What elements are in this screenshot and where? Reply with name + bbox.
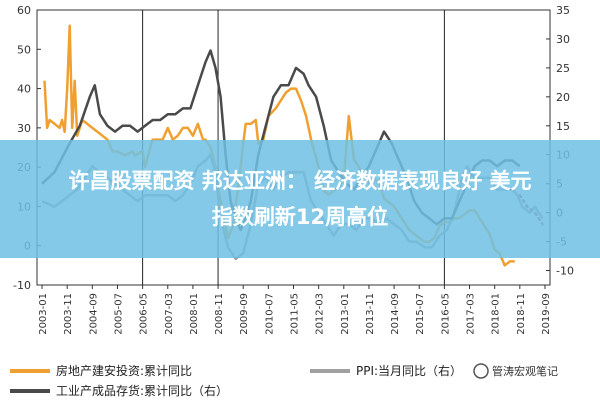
banner-line-1: 许昌股票配资 邦达亚洲： 经济数据表现良好 美元 [69,169,532,193]
x-tick-label: 2004-09 [88,293,99,335]
y-right-tick-label: 35 [556,4,570,17]
watermark-text: 管涛宏观笔记 [492,364,558,378]
x-axis: 2003-01 2003-11 2004-09 2005-07 2006-05 2007-… [38,285,552,335]
y-right-tick-label: -10 [556,265,574,278]
x-tick-label: 2007-03 [164,293,175,335]
x-tick-label: 2013-11 [365,293,376,335]
x-tick-label: 2014-09 [390,293,401,335]
y-left-tick-label: -10 [13,279,31,292]
x-tick-label: 2013-01 [340,293,351,335]
x-tick-label: 2019-09 [541,293,552,335]
y-right-tick-label: 30 [556,33,570,46]
banner-background [0,140,600,258]
x-tick-label: 2009-09 [239,293,250,335]
x-tick-label: 2011-05 [290,293,301,335]
x-tick-label: 2018-01 [491,293,502,335]
banner-line-2: 指数刷新12周高位 [212,205,388,229]
x-tick-label: 2017-03 [466,293,477,335]
watermark-logo-icon [473,363,489,379]
x-tick-label: 2010-07 [264,293,275,335]
x-tick-label: 2008-11 [214,293,225,335]
x-tick-label: 2016-05 [440,293,451,335]
y-right-tick-label: 15 [556,120,570,133]
x-tick-label: 2012-03 [315,293,326,335]
y-left-tick-label: 50 [17,43,31,56]
x-tick-label: 2018-11 [516,293,527,335]
y-left-tick-label: 40 [17,83,31,96]
x-tick-label: 2003-11 [63,293,74,335]
x-tick-label: 2008-01 [189,293,200,335]
y-left-tick-label: 60 [17,4,31,17]
legend-label-2: 工业产成品存货:累计同比（右） [56,383,228,398]
x-tick-label: 2006-05 [139,293,150,335]
y-right-tick-label: 20 [556,91,570,104]
x-tick-label: 2003-01 [38,293,49,335]
y-left-tick-label: 30 [17,122,31,135]
legend-label-1: PPI:当月同比（右） [356,363,462,378]
y-right-tick-label: 25 [556,62,570,75]
legend-label-0: 房地产建安投资:累计同比 [56,363,192,378]
x-tick-label: 2015-07 [415,293,426,335]
x-tick-label: 2005-07 [113,293,124,335]
legend: 房地产建安投资:累计同比 PPI:当月同比（右） 工业产成品存货:累计同比（右） [10,363,462,398]
watermark: 管涛宏观笔记 [473,363,558,379]
